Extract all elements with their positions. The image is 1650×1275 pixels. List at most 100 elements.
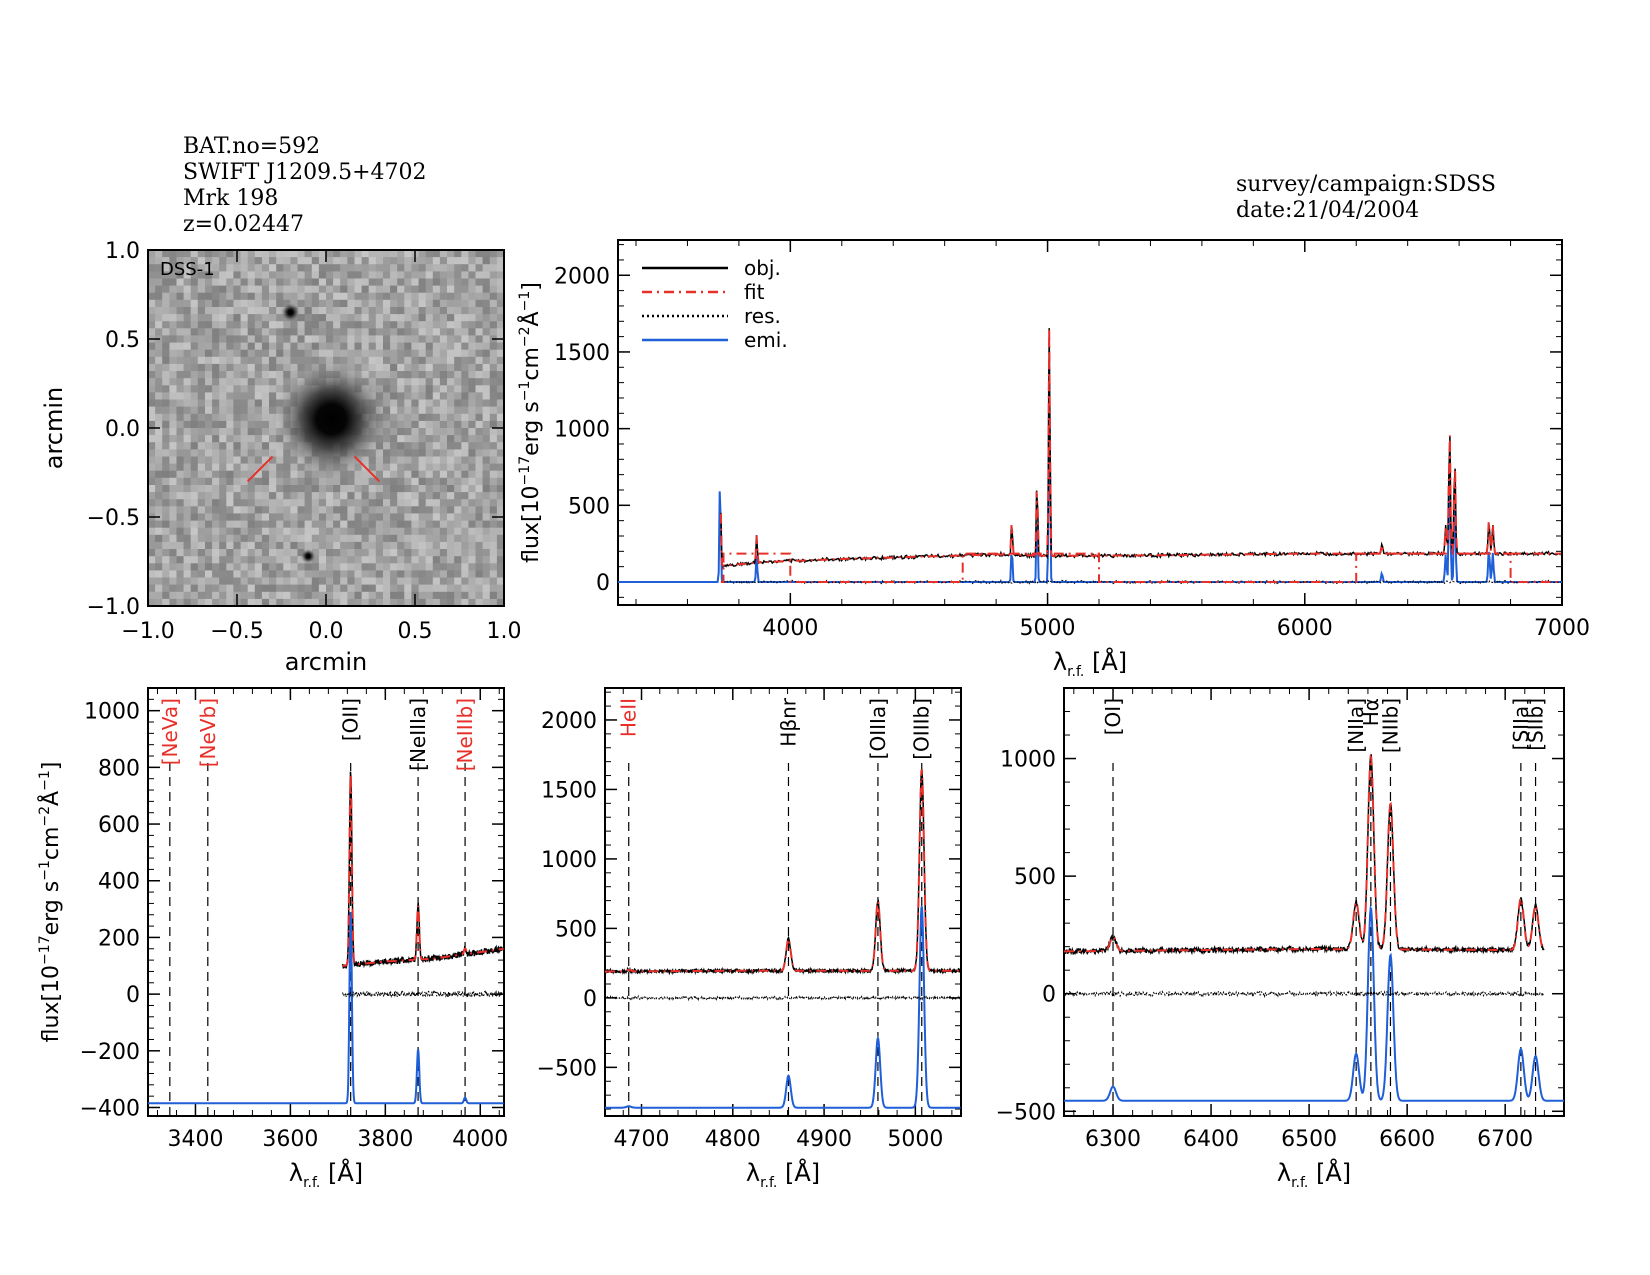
image-pixel — [318, 307, 327, 315]
image-pixel — [468, 442, 477, 450]
image-pixel — [205, 506, 213, 514]
image-pixel — [290, 520, 299, 529]
image-pixel — [197, 584, 206, 593]
image-ylabel: arcmin — [40, 387, 68, 470]
image-pixel — [404, 307, 412, 315]
image-pixel — [418, 356, 427, 365]
image-pixel — [318, 257, 327, 265]
image-pixel — [454, 456, 462, 465]
image-pixel — [340, 264, 348, 272]
image-pixel — [233, 363, 242, 372]
image-pixel — [418, 321, 427, 329]
image-pixel — [261, 328, 270, 336]
image-pixel — [297, 264, 306, 272]
image-pixel — [247, 299, 256, 308]
image-pixel — [461, 413, 469, 422]
image-pixel — [219, 363, 227, 372]
image-pixel — [233, 570, 242, 579]
image-pixel — [425, 534, 434, 543]
image-pixel — [226, 428, 234, 436]
image-pixel — [432, 470, 441, 479]
image-pixel — [326, 598, 334, 606]
image-pixel — [261, 420, 270, 429]
image-pixel — [261, 485, 270, 493]
image-pixel — [155, 314, 163, 322]
image-pixel — [383, 492, 391, 500]
image-pixel — [269, 307, 277, 315]
image-pixel — [183, 285, 192, 294]
image-pixel — [190, 506, 199, 514]
image-pixel — [233, 299, 242, 308]
image-pixel — [496, 520, 504, 529]
image-pixel — [425, 413, 434, 422]
image-pixel — [347, 534, 356, 543]
image-pixel — [155, 449, 163, 458]
image-pixel — [404, 563, 412, 571]
image-pixel — [176, 264, 185, 272]
image-pixel — [183, 485, 192, 493]
image-pixel — [169, 456, 178, 465]
image-pixel — [212, 570, 220, 579]
image-pixel — [290, 556, 299, 564]
image-pixel — [190, 399, 199, 408]
image-pixel — [496, 285, 504, 294]
image-pixel — [475, 363, 484, 372]
image-pixel — [447, 385, 455, 393]
image-pixel — [169, 499, 178, 507]
image-pixel — [383, 520, 391, 529]
image-pixel — [261, 442, 270, 450]
image-pixel — [361, 541, 370, 550]
image-pixel — [197, 349, 206, 358]
image-pixel — [347, 549, 356, 557]
image-pixel — [212, 342, 220, 351]
image-pixel — [247, 271, 256, 280]
image-pixel — [354, 541, 363, 550]
image-pixel — [475, 335, 484, 344]
image-pixel — [489, 328, 498, 336]
image-pixel — [233, 499, 242, 507]
image-pixel — [169, 477, 178, 486]
image-pixel — [233, 406, 242, 415]
image-pixel — [155, 278, 163, 287]
image-pixel — [247, 527, 256, 536]
image-pixel — [425, 378, 434, 386]
full-ytick-label: 1500 — [554, 341, 610, 366]
image-pixel — [326, 563, 334, 571]
image-pixel — [418, 556, 427, 564]
image-pixel — [347, 292, 356, 301]
image-pixel — [233, 477, 242, 486]
image-pixel — [326, 534, 334, 543]
image-pixel — [390, 271, 398, 280]
image-pixel — [468, 428, 477, 436]
image-pixel — [383, 385, 391, 393]
image-pixel — [261, 598, 270, 606]
image-pixel — [475, 506, 484, 514]
image-pixel — [461, 470, 469, 479]
image-pixel — [468, 463, 477, 472]
image-pixel — [411, 314, 420, 322]
image-pixel — [418, 378, 427, 386]
image-pixel — [411, 285, 420, 294]
full-ytick-label: 500 — [568, 494, 610, 519]
image-pixel — [439, 499, 448, 507]
image-pixel — [240, 442, 249, 450]
image-pixel — [205, 392, 213, 401]
image-pixel — [390, 285, 398, 294]
image-pixel — [155, 492, 163, 500]
image-pixel — [468, 335, 477, 344]
image-pixel — [212, 442, 220, 450]
image-pixel — [212, 285, 220, 294]
image-pixel — [447, 449, 455, 458]
image-pixel — [333, 271, 341, 280]
image-pixel — [418, 264, 427, 272]
image-pixel — [197, 335, 206, 344]
image-pixel — [176, 435, 185, 443]
image-pixel — [418, 250, 427, 258]
image-pixel — [333, 264, 341, 272]
full-ytick-label: 2000 — [554, 264, 610, 289]
image-pixel — [390, 406, 398, 415]
image-pixel — [461, 392, 469, 401]
image-pixel — [390, 527, 398, 536]
image-pixel — [375, 328, 384, 336]
image-pixel — [197, 499, 206, 507]
